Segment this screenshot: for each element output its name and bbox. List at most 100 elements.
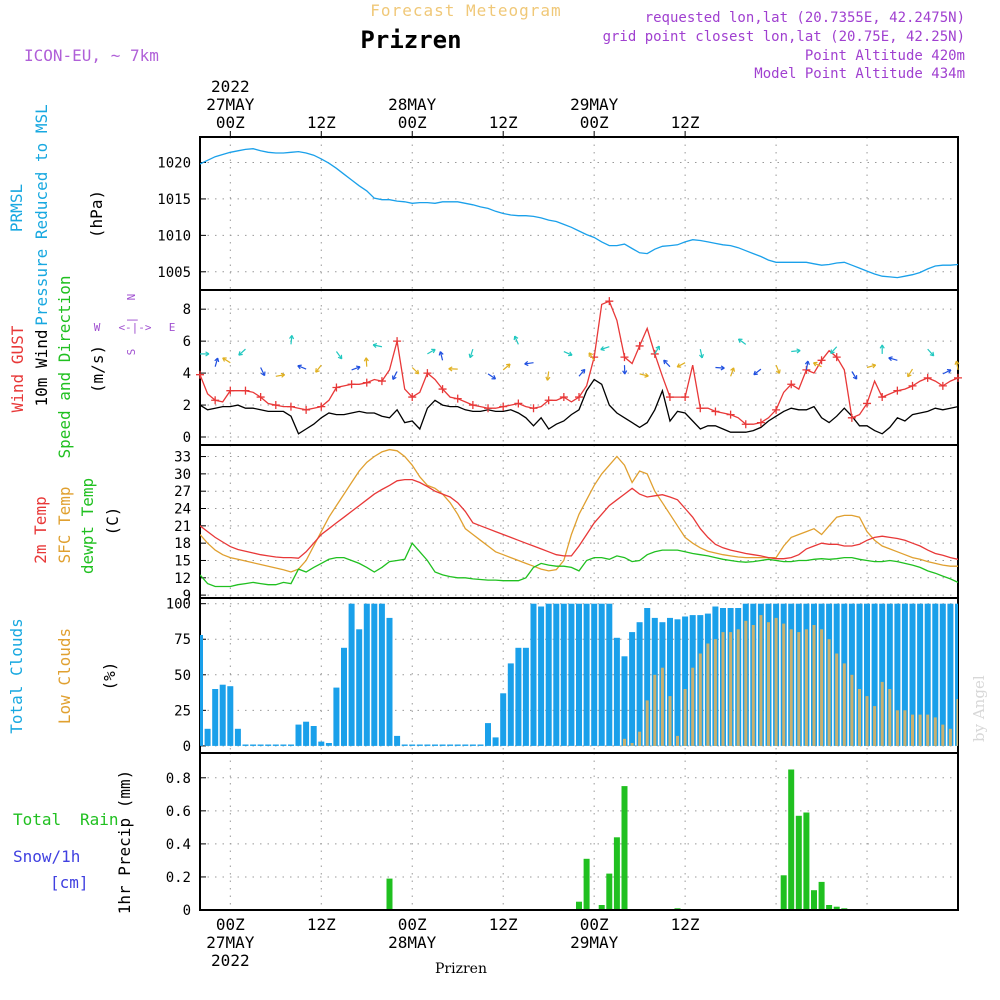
wind-arrow-head: [580, 368, 586, 374]
wind-arrow-head: [506, 363, 511, 369]
total-cloud-bar: [682, 616, 689, 746]
total-cloud-bar: [250, 744, 257, 746]
y-tick-label: 0.6: [166, 804, 191, 820]
wind-speed-line: [200, 378, 958, 435]
ylabel-unit: (hPa): [87, 190, 106, 238]
low-cloud-bar: [767, 622, 770, 746]
total-cloud-bar: [257, 744, 264, 746]
gust-marker: [408, 393, 417, 402]
watermark: by Angel: [970, 675, 988, 742]
total-cloud-bar: [265, 744, 272, 746]
wind-arrow-head: [676, 363, 682, 368]
gust-marker: [817, 356, 826, 365]
wind-arrow: [563, 350, 573, 356]
wind-arrow-head: [238, 351, 243, 356]
wind-arrow-head: [830, 349, 835, 354]
total-cloud-bar: [447, 744, 454, 746]
low-cloud-bar: [721, 632, 725, 746]
x-axis-top-label: 12Z: [307, 113, 336, 132]
gust-marker: [620, 353, 629, 362]
total-cloud-bar: [955, 603, 958, 746]
low-cloud-bar: [880, 681, 884, 746]
gust-line: [200, 300, 958, 425]
compass-e: E: [169, 321, 176, 334]
wind-arrow-head: [946, 368, 952, 374]
grid-point-coordinates: grid point closest lon,lat (20.75E, 42.2…: [603, 29, 965, 45]
gust-marker: [393, 337, 402, 346]
total-cloud-bar: [242, 744, 249, 746]
y-tick-label: 100: [166, 597, 191, 613]
total-cloud-bar: [227, 686, 234, 746]
wind-arrow: [866, 364, 876, 369]
total-cloud-bar: [545, 603, 552, 746]
wind-arrow: [805, 360, 809, 371]
y-tick-label: 50: [174, 668, 191, 684]
y-tick-label: 1015: [157, 192, 191, 208]
y-tick-label: 9: [183, 588, 191, 604]
x-axis-top-label: 29MAY: [570, 95, 619, 114]
wind-arrow-head: [315, 368, 320, 373]
ylabel-prmsl: PRMSL: [7, 184, 26, 232]
ylabel-wind: 10m Wind: [32, 329, 51, 406]
compass-we-arrows: <-|->: [118, 321, 151, 334]
ylabel-speed-direction: Speed and Direction: [55, 275, 74, 458]
rain-bar: [674, 908, 681, 909]
total-cloud-bar: [310, 726, 317, 746]
y-tick-label: 0: [183, 739, 191, 755]
caption: Prizren: [435, 961, 487, 977]
total-cloud-bar: [454, 744, 461, 746]
x-axis-bottom-label: 12Z: [671, 915, 700, 934]
wind-arrow: [214, 357, 219, 367]
total-cloud-bar: [356, 629, 363, 746]
wind-arrow-head: [491, 375, 497, 380]
total-cloud-bar: [485, 723, 491, 746]
low-cloud-bar: [835, 653, 839, 746]
rain-bar: [386, 878, 393, 909]
low-cloud-bar: [903, 710, 907, 746]
gust-marker: [241, 386, 250, 395]
low-cloud-bar: [827, 639, 831, 746]
x-axis-bottom-label: 27MAY: [206, 933, 255, 952]
total-cloud-bar: [341, 647, 347, 746]
panel-pressure: 1005 1010 1015 1020: [157, 136, 959, 291]
gust-marker: [286, 402, 295, 411]
total-cloud-bar: [909, 603, 916, 746]
low-cloud-bar: [691, 667, 695, 746]
x-axis-bottom-label: 00Z: [398, 915, 427, 934]
wind-arrow: [715, 366, 725, 369]
sfc-temp-line: [200, 448, 958, 573]
low-cloud-bar: [941, 724, 945, 746]
gust-marker: [954, 373, 962, 382]
compass-n: N: [125, 294, 138, 301]
total-cloud-bar: [288, 744, 294, 746]
wind-arrow: [730, 367, 735, 377]
gust-marker: [484, 404, 493, 413]
low-cloud-bar: [706, 643, 710, 746]
requested-coordinates: requested lon,lat (20.7355E, 42.2475N): [645, 10, 965, 26]
wind-arrow: [753, 368, 762, 376]
wind-arrow: [514, 335, 519, 345]
rain-bar: [583, 858, 590, 909]
wind-arrow-head: [205, 351, 210, 357]
total-cloud-bar: [204, 728, 211, 746]
x-axis-top-label: 12Z: [671, 113, 700, 132]
wind-arrow-head: [260, 371, 266, 377]
wind-arrow: [524, 362, 534, 365]
low-cloud-bar: [774, 617, 778, 746]
ylabel-unit: (%): [100, 662, 119, 691]
header: Forecast Meteogram Prizren ICON-EU, ~ 7k…: [24, 1, 988, 742]
wind-arrow-head: [438, 351, 444, 356]
rain-bar: [788, 769, 795, 909]
ylabel-total-clouds: Total Clouds: [7, 618, 26, 734]
total-cloud-bar: [864, 603, 870, 746]
gust-marker: [787, 380, 796, 389]
gust-marker: [271, 401, 280, 410]
low-cloud-bar: [660, 667, 664, 746]
low-cloud-bar: [683, 689, 687, 746]
y-tick-label: 0.2: [166, 870, 191, 886]
wind-arrow: [888, 357, 898, 361]
ylabel-gust: Wind GUST: [8, 325, 27, 412]
wind-arrow: [927, 348, 935, 357]
legend-total: Total: [13, 810, 61, 829]
gust-marker: [302, 405, 311, 414]
